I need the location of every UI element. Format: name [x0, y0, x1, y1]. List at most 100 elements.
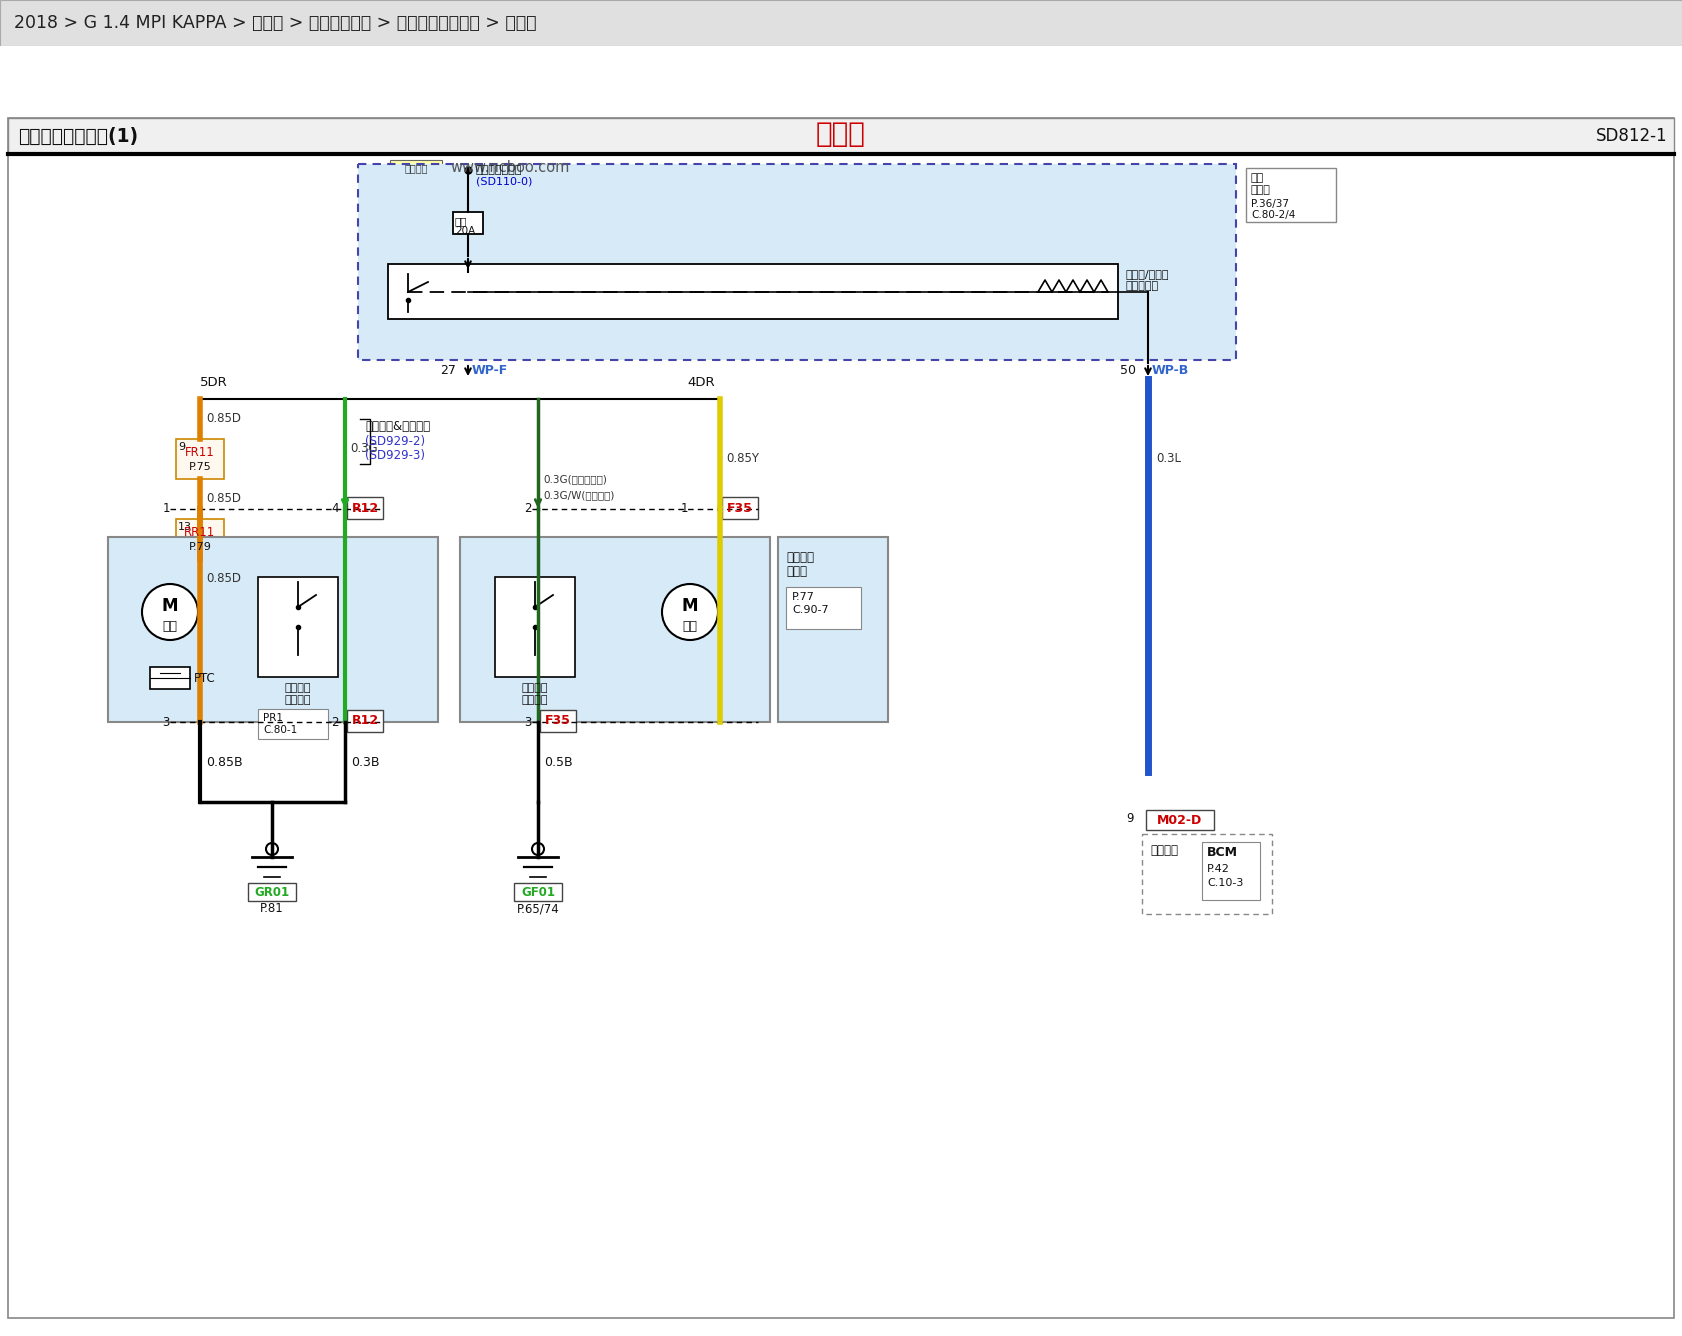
Text: 27: 27 — [441, 365, 456, 378]
Text: WP-B: WP-B — [1152, 365, 1189, 378]
Text: C.80-2/4: C.80-2/4 — [1251, 210, 1295, 220]
Text: GF01: GF01 — [521, 886, 555, 899]
Text: 3: 3 — [163, 716, 170, 728]
Bar — [390, 160, 442, 176]
Text: M02-D: M02-D — [1157, 814, 1203, 827]
Bar — [8, 118, 1674, 1319]
Bar — [346, 497, 383, 518]
Text: 1: 1 — [681, 502, 688, 516]
Text: 电机: 电机 — [163, 620, 178, 632]
Text: 0.85Y: 0.85Y — [727, 453, 759, 465]
Text: P.36/37: P.36/37 — [1251, 199, 1288, 208]
Text: 0.3B: 0.3B — [352, 755, 380, 768]
Text: 4DR: 4DR — [688, 377, 715, 390]
Bar — [346, 709, 383, 732]
Bar — [722, 497, 759, 518]
Text: www.ncboo.com: www.ncboo.com — [451, 160, 570, 175]
Bar — [540, 709, 575, 732]
Text: 门锁: 门锁 — [456, 216, 468, 226]
Bar — [0, 0, 1682, 45]
Circle shape — [663, 584, 718, 640]
Text: 50: 50 — [1120, 365, 1135, 378]
Bar — [1246, 168, 1336, 222]
Bar — [150, 667, 190, 689]
Text: 0.3G(未配备灯法): 0.3G(未配备灯法) — [543, 474, 607, 484]
Circle shape — [266, 843, 278, 855]
Text: 20A: 20A — [456, 226, 476, 236]
Bar — [1142, 834, 1272, 914]
Text: SD812-1: SD812-1 — [1596, 127, 1669, 146]
Text: 4: 4 — [331, 502, 340, 516]
Text: M: M — [161, 597, 178, 615]
Circle shape — [141, 584, 198, 640]
Text: 参考电源分配器: 参考电源分配器 — [476, 166, 523, 175]
Text: (SD929-3): (SD929-3) — [365, 449, 426, 461]
Bar — [177, 518, 224, 558]
Bar — [358, 164, 1236, 359]
Bar — [785, 587, 861, 629]
Text: P.65/74: P.65/74 — [516, 903, 560, 915]
Text: 3: 3 — [525, 716, 532, 728]
Bar — [459, 537, 770, 721]
Text: P.42: P.42 — [1208, 864, 1230, 874]
Text: 电机: 电机 — [683, 620, 698, 632]
Text: 执行器: 执行器 — [785, 565, 807, 578]
Text: 行李笥盖: 行李笥盖 — [785, 550, 814, 564]
Text: 行李笥/后备门
开锁继电器: 行李笥/后备门 开锁继电器 — [1125, 269, 1169, 291]
Text: (SD110-0): (SD110-0) — [476, 176, 533, 187]
Text: P.81: P.81 — [261, 903, 284, 915]
Bar — [247, 883, 296, 900]
Text: 车门: 车门 — [1251, 172, 1265, 183]
Bar — [0, 45, 1682, 118]
Bar — [452, 212, 483, 234]
Text: 1: 1 — [163, 502, 170, 516]
Text: (SD929-2): (SD929-2) — [365, 434, 426, 448]
Text: 行李笥盖开启系统(1): 行李笥盖开启系统(1) — [19, 127, 138, 146]
Text: 2: 2 — [331, 716, 340, 728]
Text: 接线盒: 接线盒 — [1251, 184, 1272, 195]
Bar — [108, 537, 437, 721]
Text: FR11: FR11 — [185, 446, 215, 460]
Text: P.75: P.75 — [188, 462, 212, 472]
Text: 2018 > G 1.4 MPI KAPPA > 示意图 > 车身电气系统 > 行李笥盖开启系统 > 示意图: 2018 > G 1.4 MPI KAPPA > 示意图 > 车身电气系统 > … — [13, 13, 537, 32]
Text: 5DR: 5DR — [200, 377, 227, 390]
Text: 0.3L: 0.3L — [1156, 453, 1181, 465]
Text: 0.85B: 0.85B — [205, 755, 242, 768]
Text: PR1: PR1 — [262, 713, 283, 723]
Text: F35: F35 — [545, 715, 570, 728]
Bar — [779, 537, 888, 721]
Text: 13: 13 — [178, 522, 192, 532]
Bar — [257, 577, 338, 677]
Text: 参考礼灯&行李锌灯: 参考礼灯&行李锌灯 — [365, 421, 431, 433]
Text: PTC: PTC — [193, 672, 215, 684]
Text: WP-F: WP-F — [473, 365, 508, 378]
Bar — [177, 440, 224, 480]
Text: 开启开关: 开启开关 — [521, 695, 548, 705]
Text: C.10-3: C.10-3 — [1208, 878, 1243, 888]
Text: 盗版电路: 盗版电路 — [404, 163, 427, 172]
Text: F35: F35 — [727, 501, 754, 514]
Text: GR01: GR01 — [254, 886, 289, 899]
Text: 车身控制: 车身控制 — [1150, 844, 1177, 856]
Text: 2: 2 — [525, 502, 532, 516]
Text: RR11: RR11 — [185, 526, 215, 540]
Text: 0.3G: 0.3G — [350, 442, 378, 456]
Text: 0.85D: 0.85D — [205, 573, 241, 585]
Text: C.90-7: C.90-7 — [792, 605, 829, 615]
Bar — [1203, 842, 1260, 900]
Text: BCM: BCM — [1208, 846, 1238, 859]
Text: 牛车宝: 牛车宝 — [816, 120, 866, 148]
Text: P.77: P.77 — [792, 592, 814, 603]
Text: 开启开关: 开启开关 — [284, 695, 311, 705]
Text: 后备箕门: 后备箕门 — [284, 683, 311, 693]
Circle shape — [532, 843, 543, 855]
Text: R12: R12 — [352, 501, 378, 514]
Text: 0.85D: 0.85D — [205, 413, 241, 425]
Bar — [515, 883, 562, 900]
Text: M: M — [681, 597, 698, 615]
Text: 9: 9 — [1127, 811, 1134, 824]
Text: 0.85D: 0.85D — [205, 493, 241, 505]
Text: 行李笥盖: 行李笥盖 — [521, 683, 548, 693]
Bar — [389, 265, 1119, 319]
Text: 9: 9 — [178, 442, 185, 452]
